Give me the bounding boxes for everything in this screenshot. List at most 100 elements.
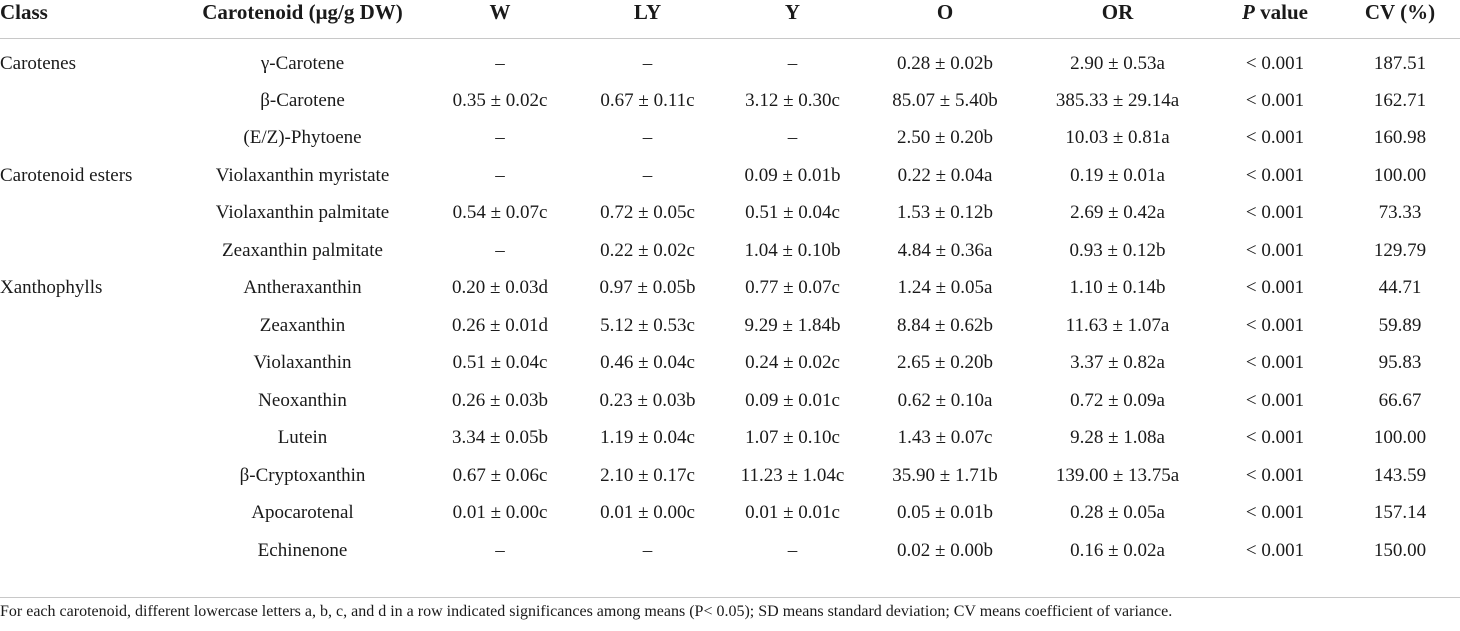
cell-cv: 100.00 [1373,427,1427,449]
table-row: (E/Z)-Phytoene – – – 2.50 ± 0.20b 10.03 ± 0.8… [0,120,1460,158]
cell-w: 0.26 ± 0.01d [452,314,548,336]
cell-carotenoid: Violaxanthin palmitate [215,202,390,224]
header-or: OR [1101,0,1134,24]
cell-p: < 0.001 [1245,277,1305,299]
cell-p: < 0.001 [1245,164,1305,186]
cell-o: 1.43 ± 0.07c [897,427,993,449]
cell-ly: – [642,539,653,561]
cell-carotenoid: Echinenone [257,539,348,561]
cell-carotenoid: (E/Z)-Phytoene [243,127,362,149]
header-p-italic: P [1242,0,1255,24]
cell-ly: 2.10 ± 0.17c [600,464,695,486]
table-row: Violaxanthin palmitate 0.54 ± 0.07c 0.72 ±… [0,195,1460,233]
cell-ly: 0.01 ± 0.00c [600,502,695,524]
cell-ly: – [642,164,653,186]
table-row: Echinenone – – – 0.02 ± 0.00b 0.16 ± 0.02a < 0… [0,532,1460,570]
cell-o: 0.02 ± 0.00b [897,539,993,561]
cell-w: 3.34 ± 0.05b [452,427,548,449]
cell-class [0,420,180,458]
cell-y: 0.01 ± 0.01c [745,502,840,524]
cell-ly: 0.72 ± 0.05c [600,202,695,224]
cell-p: < 0.001 [1245,52,1305,74]
cell-cv: 44.71 [1378,277,1422,299]
cell-carotenoid: Zeaxanthin [259,314,346,336]
cell-o: 1.53 ± 0.12b [897,202,993,224]
cell-p: < 0.001 [1245,202,1305,224]
cell-p: < 0.001 [1245,502,1305,524]
cell-y: 1.07 ± 0.10c [745,427,840,449]
header-p-value: P value [1210,0,1340,39]
cell-ly: 0.22 ± 0.02c [600,239,695,261]
cell-or: 0.28 ± 0.05a [1070,502,1165,524]
cell-or: 385.33 ± 29.14a [1055,89,1180,111]
cell-ly: – [642,127,653,149]
cell-cv: 66.67 [1378,389,1422,411]
cell-or: 10.03 ± 0.81a [1065,127,1170,149]
cell-class [0,120,180,158]
cell-class [0,345,180,383]
cell-p: < 0.001 [1245,89,1305,111]
cell-o: 4.84 ± 0.36a [897,239,993,261]
cell-carotenoid: β-Carotene [260,89,345,111]
table-row: Apocarotenal 0.01 ± 0.00c 0.01 ± 0.00c 0.01… [0,495,1460,533]
cell-o: 35.90 ± 1.71b [892,464,998,486]
cell-ly: 5.12 ± 0.53c [600,314,695,336]
cell-or: 1.10 ± 0.14b [1069,277,1166,299]
cell-or: 3.37 ± 0.82a [1070,352,1165,374]
cell-cv: 73.33 [1378,202,1422,224]
cell-or: 9.28 ± 1.08a [1070,427,1165,449]
cell-or: 139.00 ± 13.75a [1055,464,1180,486]
cell-y: – [787,52,798,74]
cell-cv: 95.83 [1378,352,1422,374]
cell-class [0,532,180,570]
cell-w: – [495,127,505,149]
table-row: Violaxanthin 0.51 ± 0.04c 0.46 ± 0.04c 0.24… [0,345,1460,383]
cell-y: – [787,127,798,149]
cell-p: < 0.001 [1245,389,1305,411]
table-footnote: For each carotenoid, different lowercase… [0,603,1173,620]
cell-or: 2.90 ± 0.53a [1070,52,1165,74]
table-row: Carotenoid esters Violaxanthin myristate –… [0,157,1460,195]
cell-or: 0.19 ± 0.01a [1070,164,1165,186]
header-p-rest: value [1254,0,1308,24]
cell-or: 11.63 ± 1.07a [1065,314,1170,336]
cell-or: 2.69 ± 0.42a [1070,202,1165,224]
cell-ly: 0.46 ± 0.04c [600,352,695,374]
cell-cv: 59.89 [1378,314,1422,336]
cell-cv: 100.00 [1373,164,1427,186]
cell-y: 9.29 ± 1.84b [744,314,841,336]
table-row: Lutein 3.34 ± 0.05b 1.19 ± 0.04c 1.07 ± 0.1… [0,420,1460,458]
cell-class [0,82,180,120]
cell-w: 0.67 ± 0.06c [452,464,548,486]
cell-w: – [495,164,505,186]
cell-y: – [787,539,798,561]
table-row: Carotenes γ-Carotene – – – 0.28 ± 0.02b 2.90 ±… [0,39,1460,83]
cell-class [0,495,180,533]
cell-p: < 0.001 [1245,239,1305,261]
cell-class [0,195,180,233]
cell-class [0,232,180,270]
header-carotenoid: Carotenoid (μg/g DW) [202,0,403,24]
cell-cv: 143.59 [1373,464,1427,486]
header-w: W [489,0,511,24]
cell-o: 0.05 ± 0.01b [897,502,993,524]
cell-o: 2.50 ± 0.20b [897,127,993,149]
cell-y: 0.24 ± 0.02c [745,352,840,374]
cell-class: Xanthophylls [0,277,103,299]
cell-cv: 150.00 [1373,539,1427,561]
cell-o: 0.28 ± 0.02b [897,52,993,74]
header-row: Class Carotenoid (μg/g DW) W LY Y O OR P… [0,0,1460,39]
table-body: Carotenes γ-Carotene – – – 0.28 ± 0.02b 2.90 ±… [0,39,1460,570]
header-y: Y [784,0,801,24]
cell-p: < 0.001 [1245,352,1305,374]
cell-y: 3.12 ± 0.30c [745,89,840,111]
cell-p: < 0.001 [1245,539,1305,561]
cell-class: Carotenes [0,52,76,74]
cell-p: < 0.001 [1245,464,1305,486]
cell-cv: 187.51 [1373,52,1427,74]
cell-carotenoid: β-Cryptoxanthin [239,464,366,486]
cell-cv: 160.98 [1373,127,1427,149]
cell-cv: 129.79 [1373,239,1427,261]
cell-o: 1.24 ± 0.05a [897,277,993,299]
